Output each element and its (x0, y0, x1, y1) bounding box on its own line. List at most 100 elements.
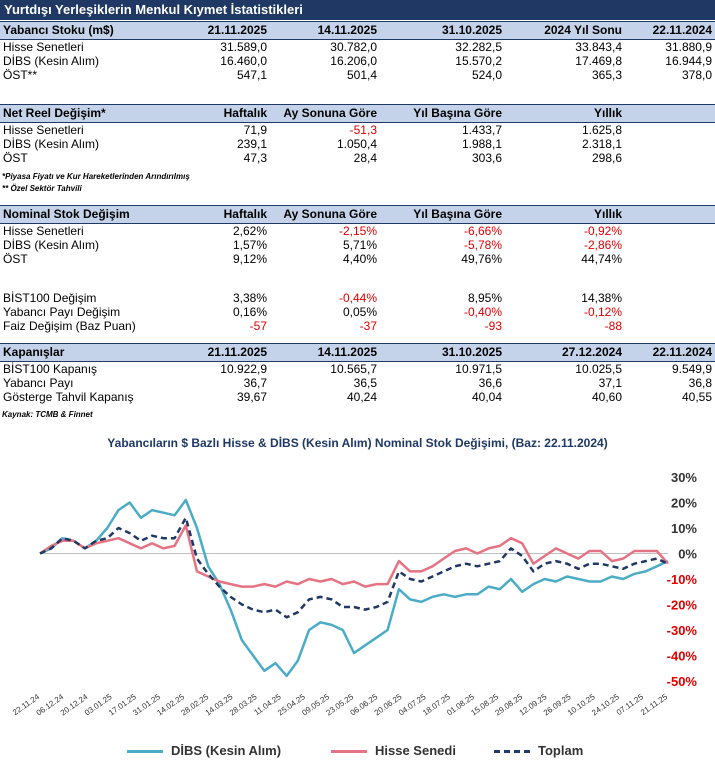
table-cell: 2,62% (232, 224, 267, 238)
header-cell (625, 104, 715, 123)
table-cell: -0,92% (583, 224, 622, 238)
table-row: Yabancı Payı Değişim 0,16% 0,05% -0,40% -0,1… (0, 305, 715, 319)
legend-label-dibs: DİBS (Kesin Alım) (171, 743, 282, 758)
row-label: ÖST (3, 151, 28, 165)
table-row: Faiz Değişim (Baz Puan) -57 -37 -93 -88 (0, 319, 715, 333)
table-cell: -0,40% (463, 305, 502, 319)
table-cell: 16.460,0 (220, 54, 267, 68)
row-label: Gösterge Tahvil Kapanış (3, 390, 134, 404)
table-cell: 1.988,1 (461, 137, 502, 151)
source-note: Kaynak: TCMB & Finnet (2, 410, 93, 419)
legend-line-toplam-icon (494, 750, 530, 754)
stat-table-0: Yabancı Stoku (m$) 21.11.2025 14.11.2025 31… (0, 21, 715, 82)
header-cell: Haftalık (190, 205, 270, 224)
header-cell: 2024 Yıl Sonu (505, 21, 625, 40)
table-row: ÖST 9,12% 4,40% 49,76% 44,74% (0, 252, 715, 266)
header-cell: 14.11.2025 (270, 21, 380, 40)
table-cell (625, 224, 715, 239)
table-cell: 378,0 (681, 68, 712, 82)
table-cell: 37,1 (598, 376, 622, 390)
row-label: BİST100 Kapanış (3, 362, 98, 376)
series-line-dibs (39, 498, 669, 678)
row-label: Hisse Senetleri (3, 224, 84, 238)
table-cell: -0,44% (338, 291, 377, 305)
table-cell: 30.782,0 (330, 40, 377, 54)
row-label: Faiz Değişim (Baz Puan) (3, 319, 136, 333)
table-cell (625, 305, 715, 319)
y-tick-label: 20% (671, 496, 697, 511)
table-cell (625, 252, 715, 266)
page-title: Yurtdışı Yerleşiklerin Menkul Kıymet İst… (0, 0, 715, 20)
header-cell: Yıllık (505, 104, 625, 123)
header-cell: 21.11.2025 (190, 21, 270, 40)
table-cell: 10.025,5 (575, 362, 622, 376)
row-label: ÖST** (3, 68, 38, 82)
table-cell: 28,4 (353, 151, 377, 165)
header-cell: Yıllık (505, 205, 625, 224)
table-cell: 1.625,8 (581, 123, 622, 137)
table-cell: 1.433,7 (461, 123, 502, 137)
table-cell: -2,15% (338, 224, 377, 238)
table-cell: 36,6 (478, 376, 502, 390)
table-cell: 1,57% (232, 238, 267, 252)
table-cell: -93 (484, 319, 502, 333)
chart-title: Yabancıların $ Bazlı Hisse & DİBS (Kesin… (107, 436, 608, 450)
table-cell: 16.206,0 (330, 54, 377, 68)
table-cell (625, 151, 715, 165)
table-cell: 40,60 (591, 390, 622, 404)
table-cell: 39,67 (236, 390, 267, 404)
table-cell: -51,3 (349, 123, 377, 137)
stat-table-1: Net Reel Değişim* Haftalık Ay Sonuna Göre Y… (0, 104, 715, 165)
table-cell: 8,95% (467, 291, 502, 305)
header-cell: Yıl Başına Göre (380, 205, 505, 224)
table-cell: 3,38% (232, 291, 267, 305)
table-cell: 4,40% (342, 252, 377, 266)
row-label: Yabancı Payı (3, 376, 74, 390)
table-header-row: Yabancı Stoku (m$) 21.11.2025 14.11.2025 31… (0, 21, 715, 40)
table-row: ÖST 47,3 28,4 303,6 298,6 (0, 151, 715, 165)
row-label: Yabancı Payı Değişim (3, 305, 121, 319)
header-cell: 22.11.2024 (625, 21, 715, 40)
table-cell: 10.971,5 (455, 362, 502, 376)
legend-item-toplam: Toplam (494, 740, 583, 762)
stat-table-4: Kapanışlar 21.11.2025 14.11.2025 31.10.2025… (0, 343, 715, 404)
table-cell (625, 291, 715, 305)
table-cell: 501,4 (346, 68, 377, 82)
header-cell: 31.10.2025 (380, 343, 505, 362)
y-tick-label: 10% (671, 521, 697, 536)
legend-item-hisse: Hisse Senedi (331, 740, 456, 762)
series-line-hisse (39, 524, 669, 588)
table-cell: 5,71% (342, 238, 377, 252)
table-cell: 10.565,7 (330, 362, 377, 376)
row-label: Hisse Senetleri (3, 123, 84, 137)
y-tick-label: -20% (667, 598, 698, 613)
table-cell: 40,55 (681, 390, 712, 404)
legend-label-hisse: Hisse Senedi (375, 743, 456, 758)
table-cell: 1.050,4 (336, 137, 377, 151)
table-row: Hisse Senetleri 2,62% -2,15% -6,66% -0,92% (0, 224, 715, 239)
table-row: BİST100 Kapanış 10.922,9 10.565,7 10.971,5 1… (0, 362, 715, 377)
legend-label-toplam: Toplam (538, 743, 584, 758)
legend-line-dibs-icon (127, 750, 163, 754)
table-header-row: Kapanışlar 21.11.2025 14.11.2025 31.10.2025… (0, 343, 715, 362)
table-row: Gösterge Tahvil Kapanış 39,67 40,24 40,04 40… (0, 390, 715, 404)
row-label: ÖST (3, 252, 28, 266)
table-row: DİBS (Kesin Alım) 1,57% 5,71% -5,78% -2,86% (0, 238, 715, 252)
table-row: DİBS (Kesin Alım) 16.460,0 16.206,0 15.570,… (0, 54, 715, 68)
table-cell (625, 123, 715, 138)
row-label: DİBS (Kesin Alım) (3, 238, 100, 252)
table-cell: 17.469,8 (575, 54, 622, 68)
table-row: Hisse Senetleri 31.589,0 30.782,0 32.282,5 3… (0, 40, 715, 55)
stat-table-2: Nominal Stok Değişim Haftalık Ay Sonuna Gö… (0, 205, 715, 266)
table-cell: 0,16% (232, 305, 267, 319)
row-label: Hisse Senetleri (3, 40, 84, 54)
table-cell: 31.880,9 (665, 40, 712, 54)
header-cell (625, 205, 715, 224)
table-cell: 10.922,9 (220, 362, 267, 376)
table-cell: 524,0 (471, 68, 502, 82)
header-cell: Yabancı Stoku (m$) (0, 21, 190, 40)
y-tick-label: 30% (671, 470, 697, 485)
table-cell: -37 (359, 319, 377, 333)
table-cell: 365,3 (591, 68, 622, 82)
header-cell: 27.12.2024 (505, 343, 625, 362)
